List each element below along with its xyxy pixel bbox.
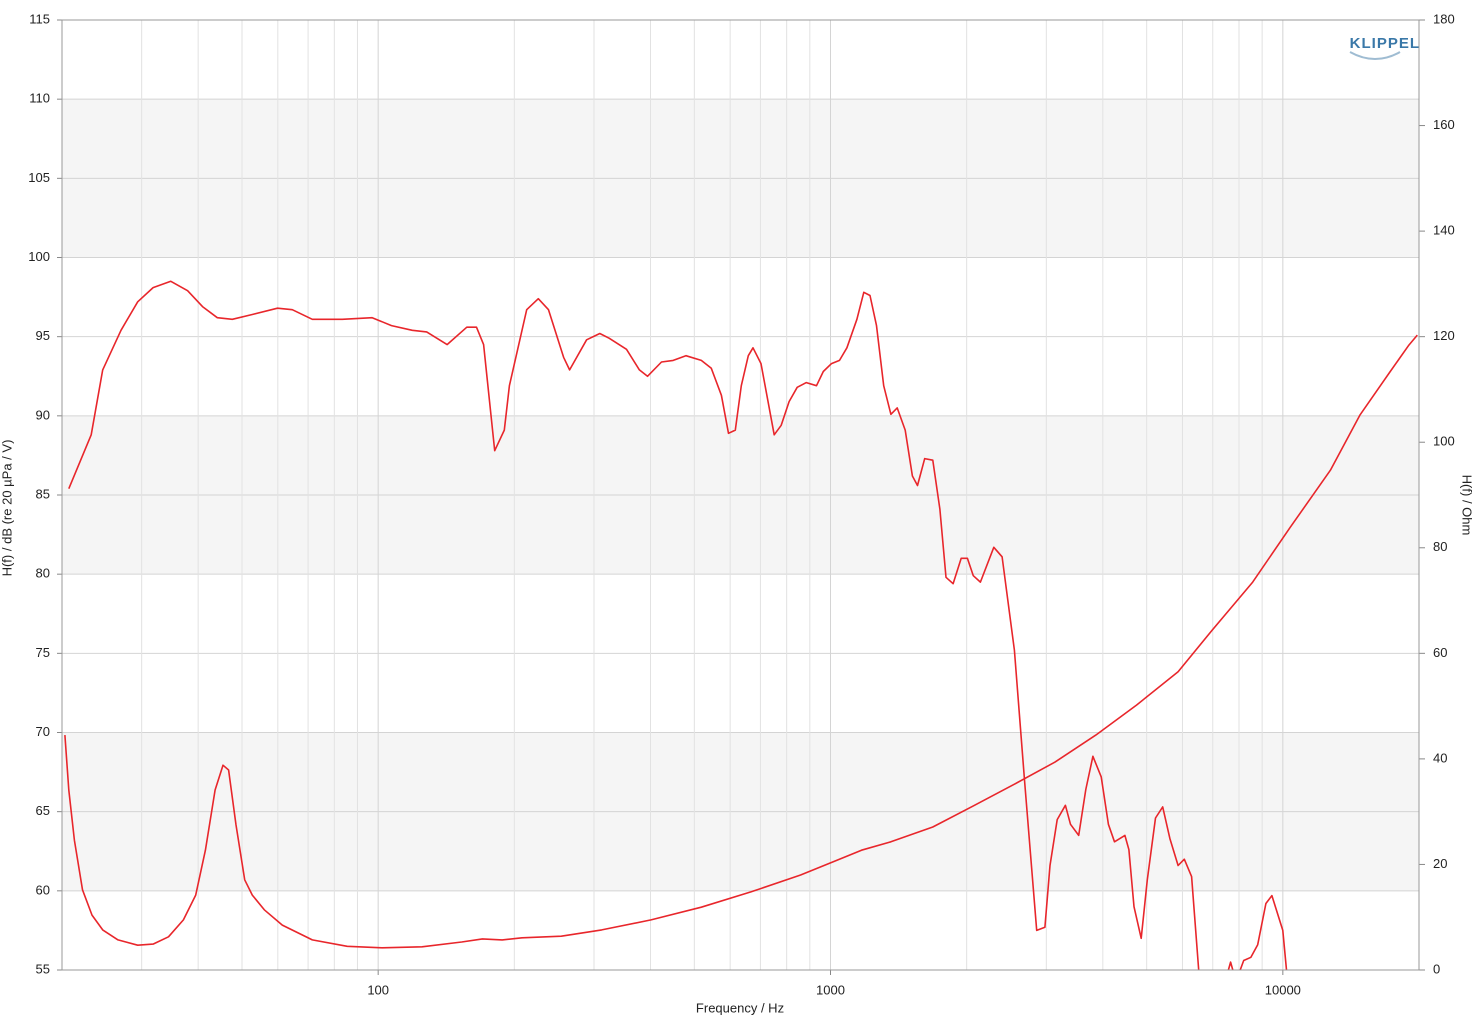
y-tick-label: 65 (36, 803, 50, 818)
y2-tick-label: 40 (1433, 750, 1447, 765)
logo-arc (1349, 51, 1401, 60)
y-axis-label: H(f) / dB (re 20 µPa / V) (0, 440, 14, 577)
y2-tick-label: 100 (1433, 434, 1455, 449)
y2-tick-label: 20 (1433, 856, 1447, 871)
y2-tick-label: 60 (1433, 645, 1447, 660)
y2-tick-label: 180 (1433, 11, 1455, 26)
logo: KLIPPEL (1350, 35, 1420, 52)
y-tick-label: 85 (36, 486, 50, 501)
y-tick-label: 90 (36, 407, 50, 422)
y-tick-label: 115 (29, 11, 50, 26)
y-tick-label: 55 (36, 961, 50, 976)
y-tick-label: 100 (28, 249, 50, 264)
x-tick-label: 10000 (1265, 982, 1301, 997)
y-tick-label: 105 (28, 170, 50, 185)
y-tick-label: 95 (36, 328, 50, 343)
y2-tick-label: 0 (1433, 961, 1440, 976)
y2-tick-label: 120 (1433, 328, 1455, 343)
y-tick-label: 70 (36, 724, 50, 739)
y-tick-label: 75 (36, 645, 50, 660)
x-tick-label: 1000 (816, 982, 845, 997)
y2-tick-label: 80 (1433, 539, 1447, 554)
y-tick-label: 110 (29, 91, 50, 106)
y-tick-label: 60 (36, 882, 50, 897)
plot-frame (61, 19, 1420, 971)
y-tick-label: 80 (36, 566, 50, 581)
y2-axis-label: H(f) / Ohm (1460, 475, 1475, 536)
plot (64, 280, 1418, 970)
y2-tick-label: 140 (1433, 223, 1455, 238)
series-line (64, 334, 1418, 949)
y2-tick-label: 160 (1433, 117, 1455, 132)
x-tick-label: 100 (367, 982, 389, 997)
x-axis-label: Frequency / Hz (696, 1000, 784, 1015)
series-line (68, 280, 1288, 970)
